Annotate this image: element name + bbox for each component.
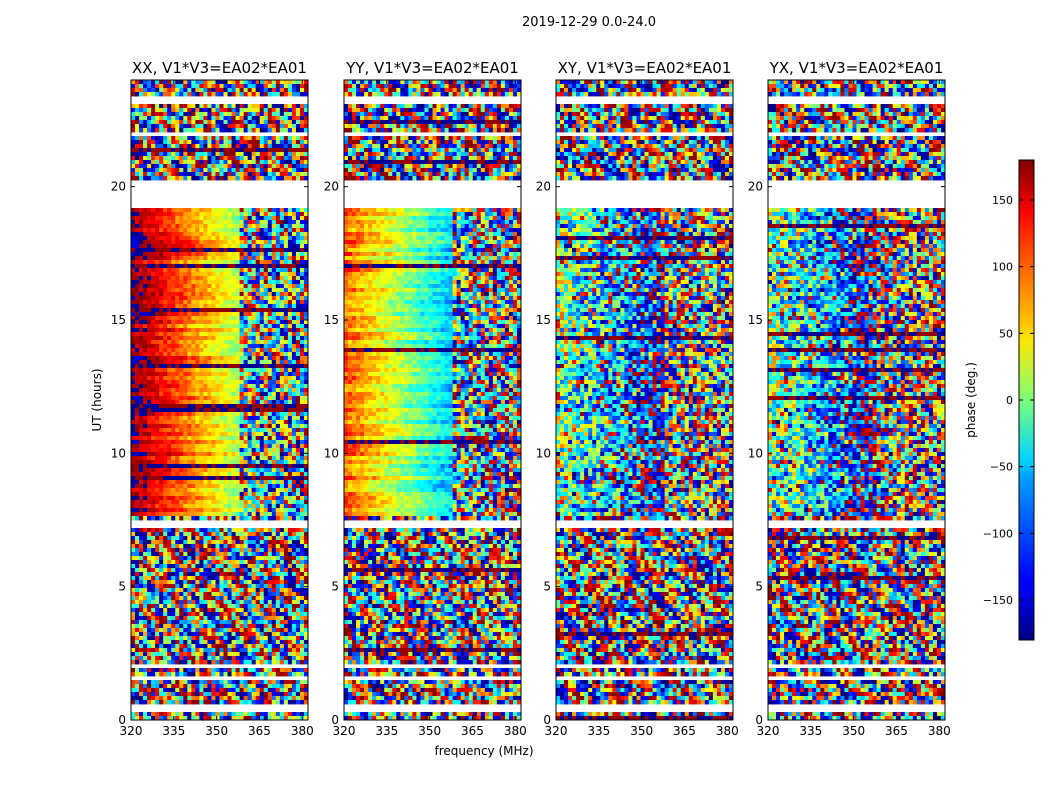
x-axis-label: frequency (MHz) [434, 744, 533, 758]
y-tick-label: 15 [748, 313, 763, 327]
panel-frame [555, 79, 734, 721]
colorbar-tick-label: 100 [992, 261, 1013, 274]
y-tick-label: 20 [324, 180, 339, 194]
y-axis-label: UT (hours) [90, 368, 104, 431]
y-tick-label: 15 [324, 313, 339, 327]
x-tick-label: 335 [162, 724, 185, 738]
panel-title: YX, V1*V3=EA02*EA01 [769, 59, 944, 77]
panel-yx: YX, V1*V3=EA02*EA01 320 335 350 365 380 0 5 10 15… [748, 59, 951, 738]
x-tick-label: 365 [885, 724, 908, 738]
y-tick-label: 15 [111, 313, 126, 327]
heatmap-yx [768, 80, 945, 720]
y-tick-label: 20 [536, 180, 551, 194]
y-tick-label: 0 [755, 713, 763, 727]
y-tick-label: 5 [118, 580, 126, 594]
y-tick-label: 10 [536, 446, 551, 460]
panel-xx: XX, V1*V3=EA02*EA01 320 335 350 365 380 0 5 10 15… [111, 59, 314, 738]
x-tick-label: 320 [757, 724, 780, 738]
panel-title: XY, V1*V3=EA02*EA01 [558, 59, 732, 77]
x-tick-label: 350 [205, 724, 228, 738]
x-tick-label: 320 [333, 724, 356, 738]
panel-title: XX, V1*V3=EA02*EA01 [132, 59, 307, 77]
x-tick-label: 380 [716, 724, 739, 738]
x-tick-label: 335 [587, 724, 610, 738]
colorbar-tick-label: −100 [983, 527, 1013, 540]
colorbar-label: phase (deg.) [964, 362, 978, 438]
x-tick-label: 335 [799, 724, 822, 738]
x-tick-label: 335 [375, 724, 398, 738]
panel-frame [130, 79, 309, 721]
x-tick-label: 365 [673, 724, 696, 738]
heatmap-yy [344, 80, 521, 720]
panels: XX, V1*V3=EA02*EA01 320 335 350 365 380 0 5 10 15… [111, 59, 951, 738]
x-tick-label: 365 [461, 724, 484, 738]
y-tick-label: 0 [543, 713, 551, 727]
colorbar-tick-label: 50 [999, 327, 1013, 340]
colorbar-tick-label: 0 [1006, 394, 1013, 407]
panel-frame [767, 79, 946, 721]
y-tick-label: 10 [111, 446, 126, 460]
x-tick-label: 350 [842, 724, 865, 738]
panel-yy: YY, V1*V3=EA02*EA01 320 335 350 365 380 0 5 10 15… [324, 59, 527, 738]
y-tick-label: 20 [748, 180, 763, 194]
y-tick-label: 5 [331, 580, 339, 594]
panel-frame [343, 79, 522, 721]
colorbar-tick-label: 150 [992, 194, 1013, 207]
panel-xy: XY, V1*V3=EA02*EA01 320 335 350 365 380 0 5 10 15… [536, 59, 739, 738]
y-tick-label: 10 [324, 446, 339, 460]
heatmap-xx [131, 80, 308, 720]
heatmap-xy [556, 80, 733, 720]
y-tick-label: 0 [118, 713, 126, 727]
x-tick-label: 380 [504, 724, 527, 738]
x-tick-label: 380 [928, 724, 951, 738]
colorbar-tick-label: −50 [990, 461, 1013, 474]
y-tick-label: 15 [536, 313, 551, 327]
panel-title: YY, V1*V3=EA02*EA01 [345, 59, 519, 77]
y-tick-label: 20 [111, 180, 126, 194]
figure-suptitle: 2019-12-29 0.0-24.0 [522, 15, 656, 30]
x-tick-label: 350 [418, 724, 441, 738]
colorbar-tick-label: −150 [983, 594, 1013, 607]
x-tick-label: 380 [291, 724, 314, 738]
x-tick-label: 320 [120, 724, 143, 738]
x-tick-label: 365 [248, 724, 271, 738]
x-tick-label: 320 [545, 724, 568, 738]
y-tick-label: 0 [331, 713, 339, 727]
y-tick-label: 10 [748, 446, 763, 460]
x-tick-label: 350 [630, 724, 653, 738]
colorbar: 150 100 50 0 −50 −100 −150 [983, 159, 1035, 641]
y-tick-label: 5 [755, 580, 763, 594]
y-tick-label: 5 [543, 580, 551, 594]
